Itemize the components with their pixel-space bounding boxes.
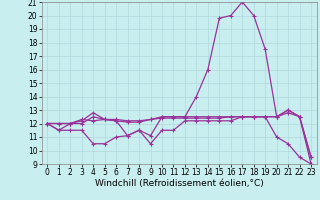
X-axis label: Windchill (Refroidissement éolien,°C): Windchill (Refroidissement éolien,°C) (95, 179, 264, 188)
